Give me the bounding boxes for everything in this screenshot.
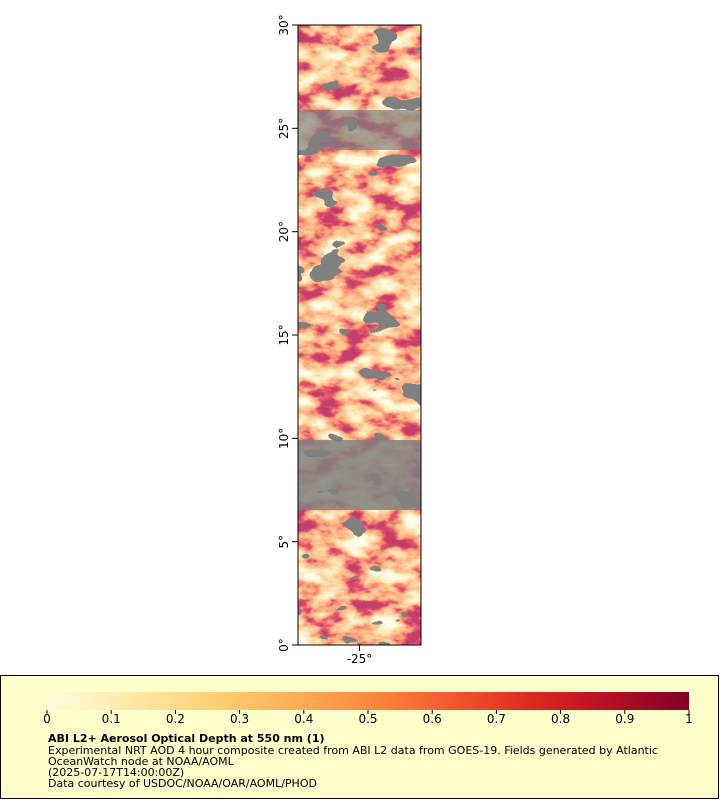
y-tick-label: 30°: [277, 14, 291, 35]
colorbar-tick-label: 0.5: [358, 712, 377, 726]
y-tick-label: 5°: [277, 535, 291, 549]
colorbar-tick-label: 0.7: [487, 712, 506, 726]
colorbar-tick-label: 1: [685, 712, 693, 726]
legend-line: (2025-07-17T14:00:00Z): [48, 766, 184, 779]
y-tick-label: 15°: [277, 324, 291, 345]
y-tick-label: 25°: [277, 118, 291, 139]
y-tick-label: 10°: [277, 428, 291, 449]
colorbar-tick-label: 0.2: [166, 712, 185, 726]
legend-line: OceanWatch node at NOAA/AOML: [48, 755, 235, 768]
cloud-band: [298, 440, 421, 510]
colorbar-tick-label: 0.9: [615, 712, 634, 726]
y-tick-label: 0°: [277, 638, 291, 652]
legend-line: Data courtesy of USDOC/NOAA/OAR/AOML/PHO…: [48, 777, 317, 790]
colorbar-tick-label: 0.6: [423, 712, 442, 726]
colorbar-tick-label: 0: [43, 712, 51, 726]
colorbar: [47, 692, 689, 710]
colorbar-tick-label: 0.1: [102, 712, 121, 726]
y-tick-label: 20°: [277, 221, 291, 242]
colorbar-tick-label: 0.4: [294, 712, 313, 726]
x-tick-label: -25°: [347, 652, 373, 666]
colorbar-tick-label: 0.3: [230, 712, 249, 726]
legend-line: Experimental NRT AOD 4 hour composite cr…: [48, 744, 658, 757]
colorbar-tick-label: 0.8: [551, 712, 570, 726]
legend-title: ABI L2+ Aerosol Optical Depth at 550 nm …: [48, 732, 325, 745]
map-image: [298, 25, 421, 645]
cloud-band: [298, 110, 421, 150]
